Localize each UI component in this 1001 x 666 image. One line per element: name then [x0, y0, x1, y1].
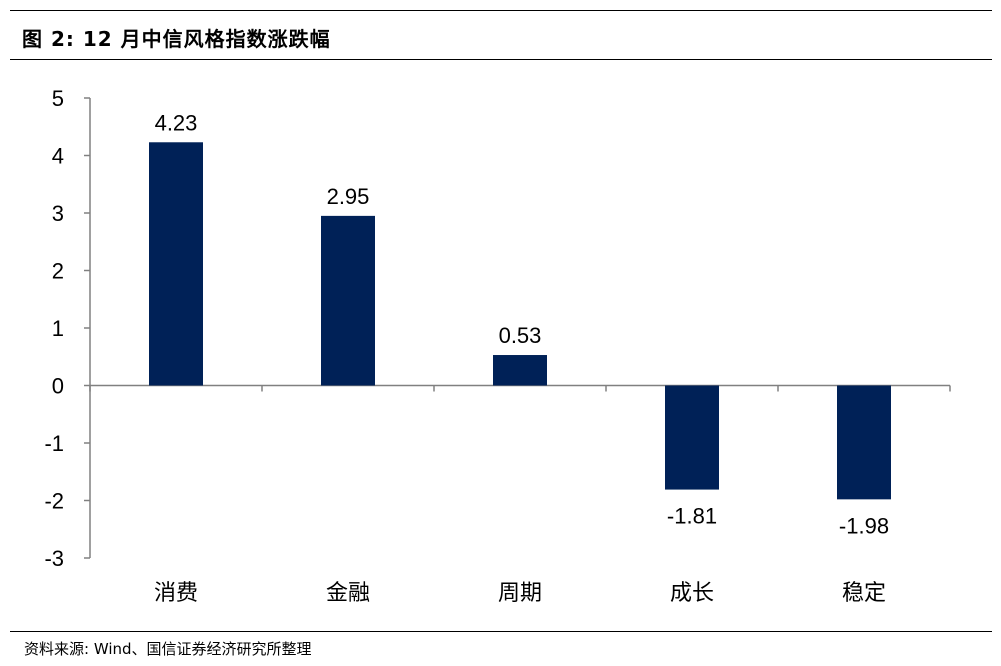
bar-chart: -3 -2 -1 0 1 2 3 4 5 4.23 消费 2.95 金融 0.53 周期 -1.81 成长 -1.…: [44, 86, 951, 606]
data-label: 2.95: [327, 184, 370, 209]
y-tick-label: 3: [52, 201, 64, 226]
category-label: 消费: [154, 581, 198, 606]
footer-divider: [10, 631, 992, 632]
y-tick-label: 2: [52, 259, 64, 284]
bar: [149, 142, 203, 386]
bar: [493, 355, 547, 386]
bar: [837, 385, 891, 500]
title-bar: 图 2: 12 月中信风格指数涨跌幅: [10, 10, 992, 60]
data-label: -1.98: [839, 513, 889, 538]
data-label: -1.81: [667, 504, 717, 529]
bar: [321, 215, 375, 386]
y-tick-label: 4: [52, 144, 64, 169]
y-tick-label: 0: [52, 374, 64, 399]
data-label: 0.53: [499, 323, 542, 348]
source-note: 资料来源: Wind、国信证券经济研究所整理: [24, 640, 312, 658]
category-label: 周期: [498, 581, 542, 606]
chart-title: 图 2: 12 月中信风格指数涨跌幅: [22, 27, 331, 51]
category-label: 金融: [326, 581, 370, 606]
data-label: 4.23: [155, 110, 198, 135]
y-tick-label: 5: [52, 86, 64, 111]
y-tick-label: -3: [44, 546, 64, 571]
category-label: 成长: [670, 581, 714, 606]
y-tick-label: -1: [44, 431, 64, 456]
y-tick-label: -2: [44, 489, 64, 514]
bar: [665, 385, 719, 490]
y-tick-label: 1: [52, 316, 64, 341]
category-label: 稳定: [842, 581, 886, 606]
